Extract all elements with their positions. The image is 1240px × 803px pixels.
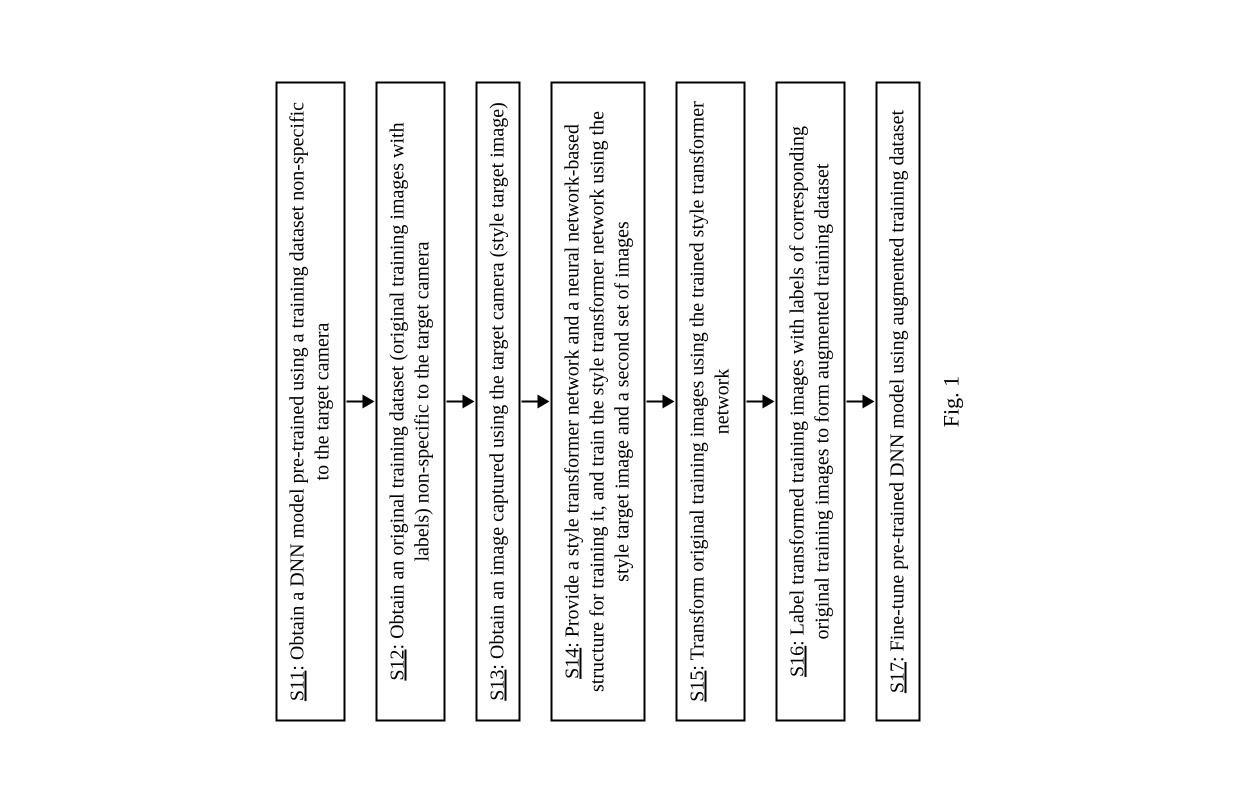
arrow-head-icon bbox=[363, 395, 375, 409]
arrow-line-icon bbox=[447, 401, 463, 403]
step-label: S15 bbox=[687, 671, 709, 702]
step-text: : Obtain an image captured using the tar… bbox=[487, 102, 509, 669]
arrow-s12-s13 bbox=[446, 395, 476, 409]
arrow-s14-s15 bbox=[646, 395, 676, 409]
diagram-canvas: S11: Obtain a DNN model pre-trained usin… bbox=[0, 0, 1240, 803]
step-text: : Label transformed training images with… bbox=[787, 126, 834, 646]
arrow-line-icon bbox=[522, 401, 538, 403]
arrow-s13-s14 bbox=[521, 395, 551, 409]
step-s15: S15: Transform original training images … bbox=[676, 82, 746, 722]
arrow-s11-s12 bbox=[346, 395, 376, 409]
arrow-head-icon bbox=[763, 395, 775, 409]
step-s13: S13: Obtain an image captured using the … bbox=[476, 82, 521, 722]
step-s11: S11: Obtain a DNN model pre-trained usin… bbox=[276, 82, 346, 722]
flowchart-column: S11: Obtain a DNN model pre-trained usin… bbox=[276, 17, 965, 787]
step-label: S14 bbox=[562, 648, 584, 679]
step-text: : Obtain an original training dataset (o… bbox=[387, 122, 434, 649]
figure-caption: Fig. 1 bbox=[939, 376, 965, 427]
arrow-head-icon bbox=[538, 395, 550, 409]
arrow-line-icon bbox=[847, 401, 863, 403]
arrow-head-icon bbox=[863, 395, 875, 409]
step-s12: S12: Obtain an original training dataset… bbox=[376, 82, 446, 722]
step-s17: S17: Fine-tune pre-trained DNN model usi… bbox=[876, 82, 921, 722]
step-label: S11 bbox=[287, 671, 309, 701]
step-text: : Obtain a DNN model pre-trained using a… bbox=[287, 102, 334, 671]
arrow-line-icon bbox=[347, 401, 363, 403]
arrow-s15-s16 bbox=[746, 395, 776, 409]
step-text: : Transform original training images usi… bbox=[687, 101, 734, 670]
step-label: S16 bbox=[787, 646, 809, 677]
arrow-line-icon bbox=[747, 401, 763, 403]
step-label: S13 bbox=[487, 670, 509, 701]
step-text: : Provide a style transformer network an… bbox=[562, 111, 634, 692]
arrow-s16-s17 bbox=[846, 395, 876, 409]
arrow-head-icon bbox=[663, 395, 675, 409]
arrow-line-icon bbox=[647, 401, 663, 403]
step-s14: S14: Provide a style transformer network… bbox=[551, 82, 646, 722]
step-label: S17 bbox=[887, 662, 909, 693]
arrow-head-icon bbox=[463, 395, 475, 409]
step-text: : Fine-tune pre-trained DNN model using … bbox=[887, 110, 909, 662]
step-s16: S16: Label transformed training images w… bbox=[776, 82, 846, 722]
step-label: S12 bbox=[387, 649, 409, 680]
